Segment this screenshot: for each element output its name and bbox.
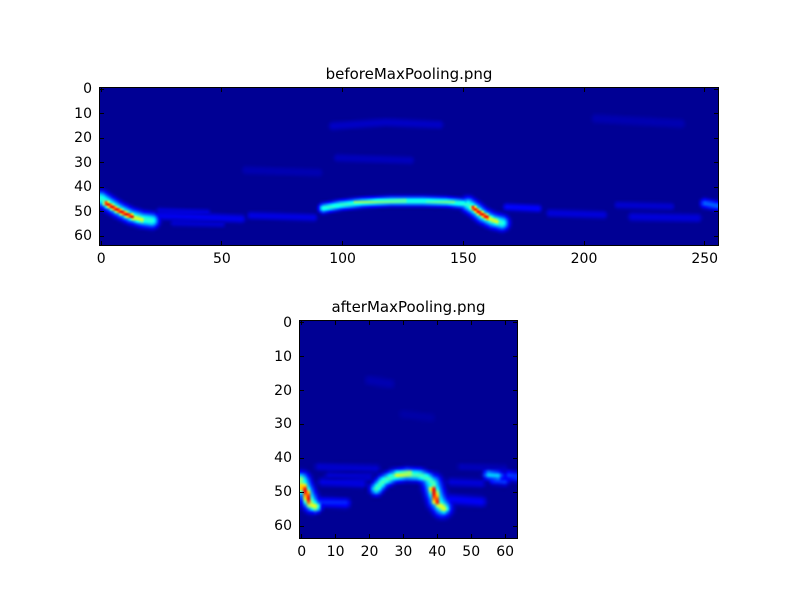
x-tick-label: 50 xyxy=(212,251,231,267)
x-tick-label: 150 xyxy=(449,251,477,267)
y-tick-label: 20 xyxy=(74,130,92,147)
tick-mark xyxy=(513,525,517,527)
tick-mark xyxy=(301,534,303,538)
tick-mark xyxy=(100,88,102,92)
y-tick-label: 50 xyxy=(74,203,92,220)
y-tick-label: 40 xyxy=(274,450,292,467)
y-tick-label: 40 xyxy=(74,179,92,196)
tick-mark xyxy=(436,321,438,325)
tick-mark xyxy=(300,322,304,324)
y-tick-label: 60 xyxy=(74,228,92,245)
y-tick-label: 10 xyxy=(74,105,92,122)
tick-mark xyxy=(470,534,472,538)
tick-mark xyxy=(221,241,223,245)
tick-mark xyxy=(100,137,104,139)
y-tick-label: 30 xyxy=(74,154,92,171)
tick-mark xyxy=(100,88,104,90)
tick-mark xyxy=(462,241,464,245)
tick-mark xyxy=(504,534,506,538)
x-tick-label: 250 xyxy=(691,251,719,267)
x-tick-label: 50 xyxy=(462,544,481,560)
tick-mark xyxy=(583,241,585,245)
tick-mark xyxy=(300,457,304,459)
tick-mark xyxy=(100,241,102,245)
tick-mark xyxy=(402,534,404,538)
y-tick-label: 10 xyxy=(274,348,292,365)
x-tick-label: 20 xyxy=(360,544,379,560)
after-heatmap-image xyxy=(300,321,517,538)
tick-mark xyxy=(513,390,517,391)
tick-mark xyxy=(335,534,337,538)
x-tick-label: 10 xyxy=(326,544,345,560)
tick-mark xyxy=(300,525,304,527)
tick-mark xyxy=(100,211,104,213)
tick-mark xyxy=(714,162,718,164)
tick-mark xyxy=(402,321,404,325)
y-tick-label: 30 xyxy=(274,416,292,433)
tick-mark xyxy=(100,113,104,115)
tick-mark xyxy=(714,88,718,90)
y-tick-label: 0 xyxy=(83,81,92,98)
after-max-pooling-plot: afterMaxPooling.png 0 10 20 30 40 50 60 0 10 20 30… xyxy=(274,298,518,560)
x-tick-label: 200 xyxy=(570,251,598,267)
tick-mark xyxy=(714,137,718,139)
tick-mark xyxy=(462,88,464,92)
tick-mark xyxy=(300,491,304,493)
before-max-pooling-plot: beforeMaxPooling.png 0 50 100 150 200 250 0 10 2… xyxy=(74,65,719,267)
x-tick-label: 100 xyxy=(329,251,356,267)
x-tick-label: 30 xyxy=(394,544,413,560)
tick-mark xyxy=(100,186,104,188)
tick-mark xyxy=(300,423,304,425)
tick-mark xyxy=(100,235,104,237)
y-tick-label: 20 xyxy=(274,382,292,399)
tick-mark xyxy=(300,390,304,391)
tick-mark xyxy=(513,423,517,425)
tick-mark xyxy=(342,241,344,245)
after-plot-title: afterMaxPooling.png xyxy=(331,298,486,316)
tick-mark xyxy=(369,321,370,325)
tick-mark xyxy=(342,88,344,92)
tick-mark xyxy=(100,162,104,164)
x-tick-label: 0 xyxy=(297,544,307,560)
tick-mark xyxy=(504,321,506,325)
tick-mark xyxy=(513,356,517,358)
y-tick-label: 60 xyxy=(274,518,292,535)
tick-mark xyxy=(513,491,517,493)
tick-mark xyxy=(704,241,706,245)
tick-mark xyxy=(583,88,585,92)
before-plot-title: beforeMaxPooling.png xyxy=(325,65,493,83)
tick-mark xyxy=(436,534,438,538)
tick-mark xyxy=(704,88,706,92)
tick-mark xyxy=(714,211,718,213)
tick-mark xyxy=(221,88,223,92)
y-tick-label: 50 xyxy=(274,484,292,501)
tick-mark xyxy=(300,356,304,358)
tick-mark xyxy=(513,457,517,459)
tick-mark xyxy=(369,534,370,538)
y-tick-label: 0 xyxy=(283,314,292,331)
tick-mark xyxy=(714,113,718,115)
tick-mark xyxy=(335,321,337,325)
x-tick-label: 60 xyxy=(496,544,515,560)
tick-mark xyxy=(714,186,718,188)
x-tick-label: 40 xyxy=(428,544,447,560)
tick-mark xyxy=(470,321,472,325)
tick-mark xyxy=(714,235,718,237)
before-heatmap-image xyxy=(100,88,718,245)
x-tick-label: 0 xyxy=(96,251,106,267)
tick-mark xyxy=(513,322,517,324)
